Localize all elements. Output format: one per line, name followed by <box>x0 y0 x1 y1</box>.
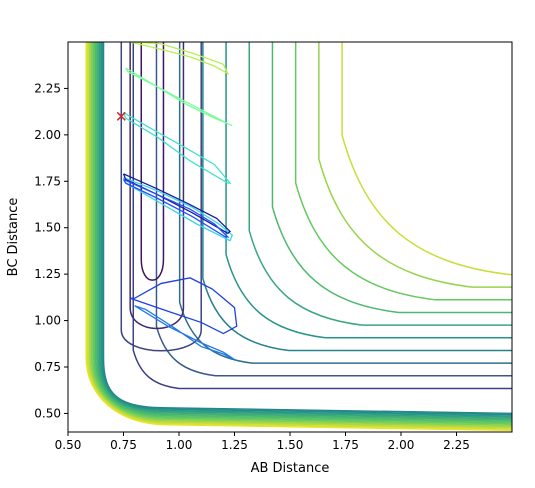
trajectory-line <box>129 277 238 335</box>
start-marker <box>116 111 126 121</box>
trajectory-lines <box>122 42 238 361</box>
x-tick-label: 0.75 <box>110 438 137 452</box>
contour-line <box>178 42 512 364</box>
contour-line <box>85 42 512 432</box>
trajectory-line <box>122 178 230 238</box>
contour-line <box>86 42 512 430</box>
contour-line <box>89 42 512 428</box>
y-tick-label: 2.25 <box>34 81 61 95</box>
x-tick-label: 2.00 <box>388 438 415 452</box>
y-tick-label: 1.50 <box>34 221 61 235</box>
contour-line <box>92 42 512 425</box>
x-tick-label: 0.50 <box>55 438 82 452</box>
trajectory-line <box>134 305 235 361</box>
contour-line <box>341 42 512 276</box>
contour-line <box>100 42 512 417</box>
contour-line <box>97 42 512 420</box>
y-tick-label: 1.75 <box>34 174 61 188</box>
contour-line <box>318 42 512 288</box>
trajectory-line <box>125 67 233 127</box>
contour-line <box>225 42 512 339</box>
contour-line <box>96 42 512 421</box>
contour-line <box>271 42 512 314</box>
x-axis-label: AB Distance <box>251 461 330 476</box>
contour-line <box>101 42 512 416</box>
y-axis: 0.50 0.75 1.00 1.25 1.50 1.75 2.00 2.25 <box>34 81 68 420</box>
y-tick-label: 0.50 <box>34 406 61 420</box>
contour-line <box>93 42 512 424</box>
trajectory-line <box>122 176 234 242</box>
y-tick-label: 2.00 <box>34 128 61 142</box>
contour-line <box>294 42 512 301</box>
contour-line <box>120 42 202 352</box>
y-tick-label: 0.75 <box>34 360 61 374</box>
x-tick-label: 1.00 <box>166 438 193 452</box>
x-tick-label: 2.25 <box>443 438 470 452</box>
contour-lines <box>85 42 512 432</box>
contour-line <box>98 42 512 419</box>
contour-line <box>90 42 512 426</box>
contour-line <box>248 42 512 326</box>
contour-line <box>132 42 512 390</box>
contour-line <box>155 42 512 377</box>
y-axis-label: BC Distance <box>6 198 21 277</box>
x-tick-label: 1.50 <box>277 438 304 452</box>
x-tick-label: 1.75 <box>332 438 359 452</box>
contour-line <box>88 42 512 429</box>
contour-line <box>94 42 512 422</box>
y-tick-label: 1.25 <box>34 267 61 281</box>
plot-background <box>68 42 512 432</box>
contour-line <box>129 42 185 330</box>
contour-line <box>140 42 165 281</box>
x-axis: 0.50 0.75 1.00 1.25 1.50 1.75 2.00 2.25 <box>55 432 470 452</box>
trajectory-line <box>130 42 230 76</box>
contour-line <box>102 42 512 415</box>
x-tick-label: 1.25 <box>221 438 248 452</box>
start-marker-stroke <box>116 111 126 121</box>
trajectory-line <box>122 112 232 184</box>
y-tick-label: 1.00 <box>34 314 61 328</box>
